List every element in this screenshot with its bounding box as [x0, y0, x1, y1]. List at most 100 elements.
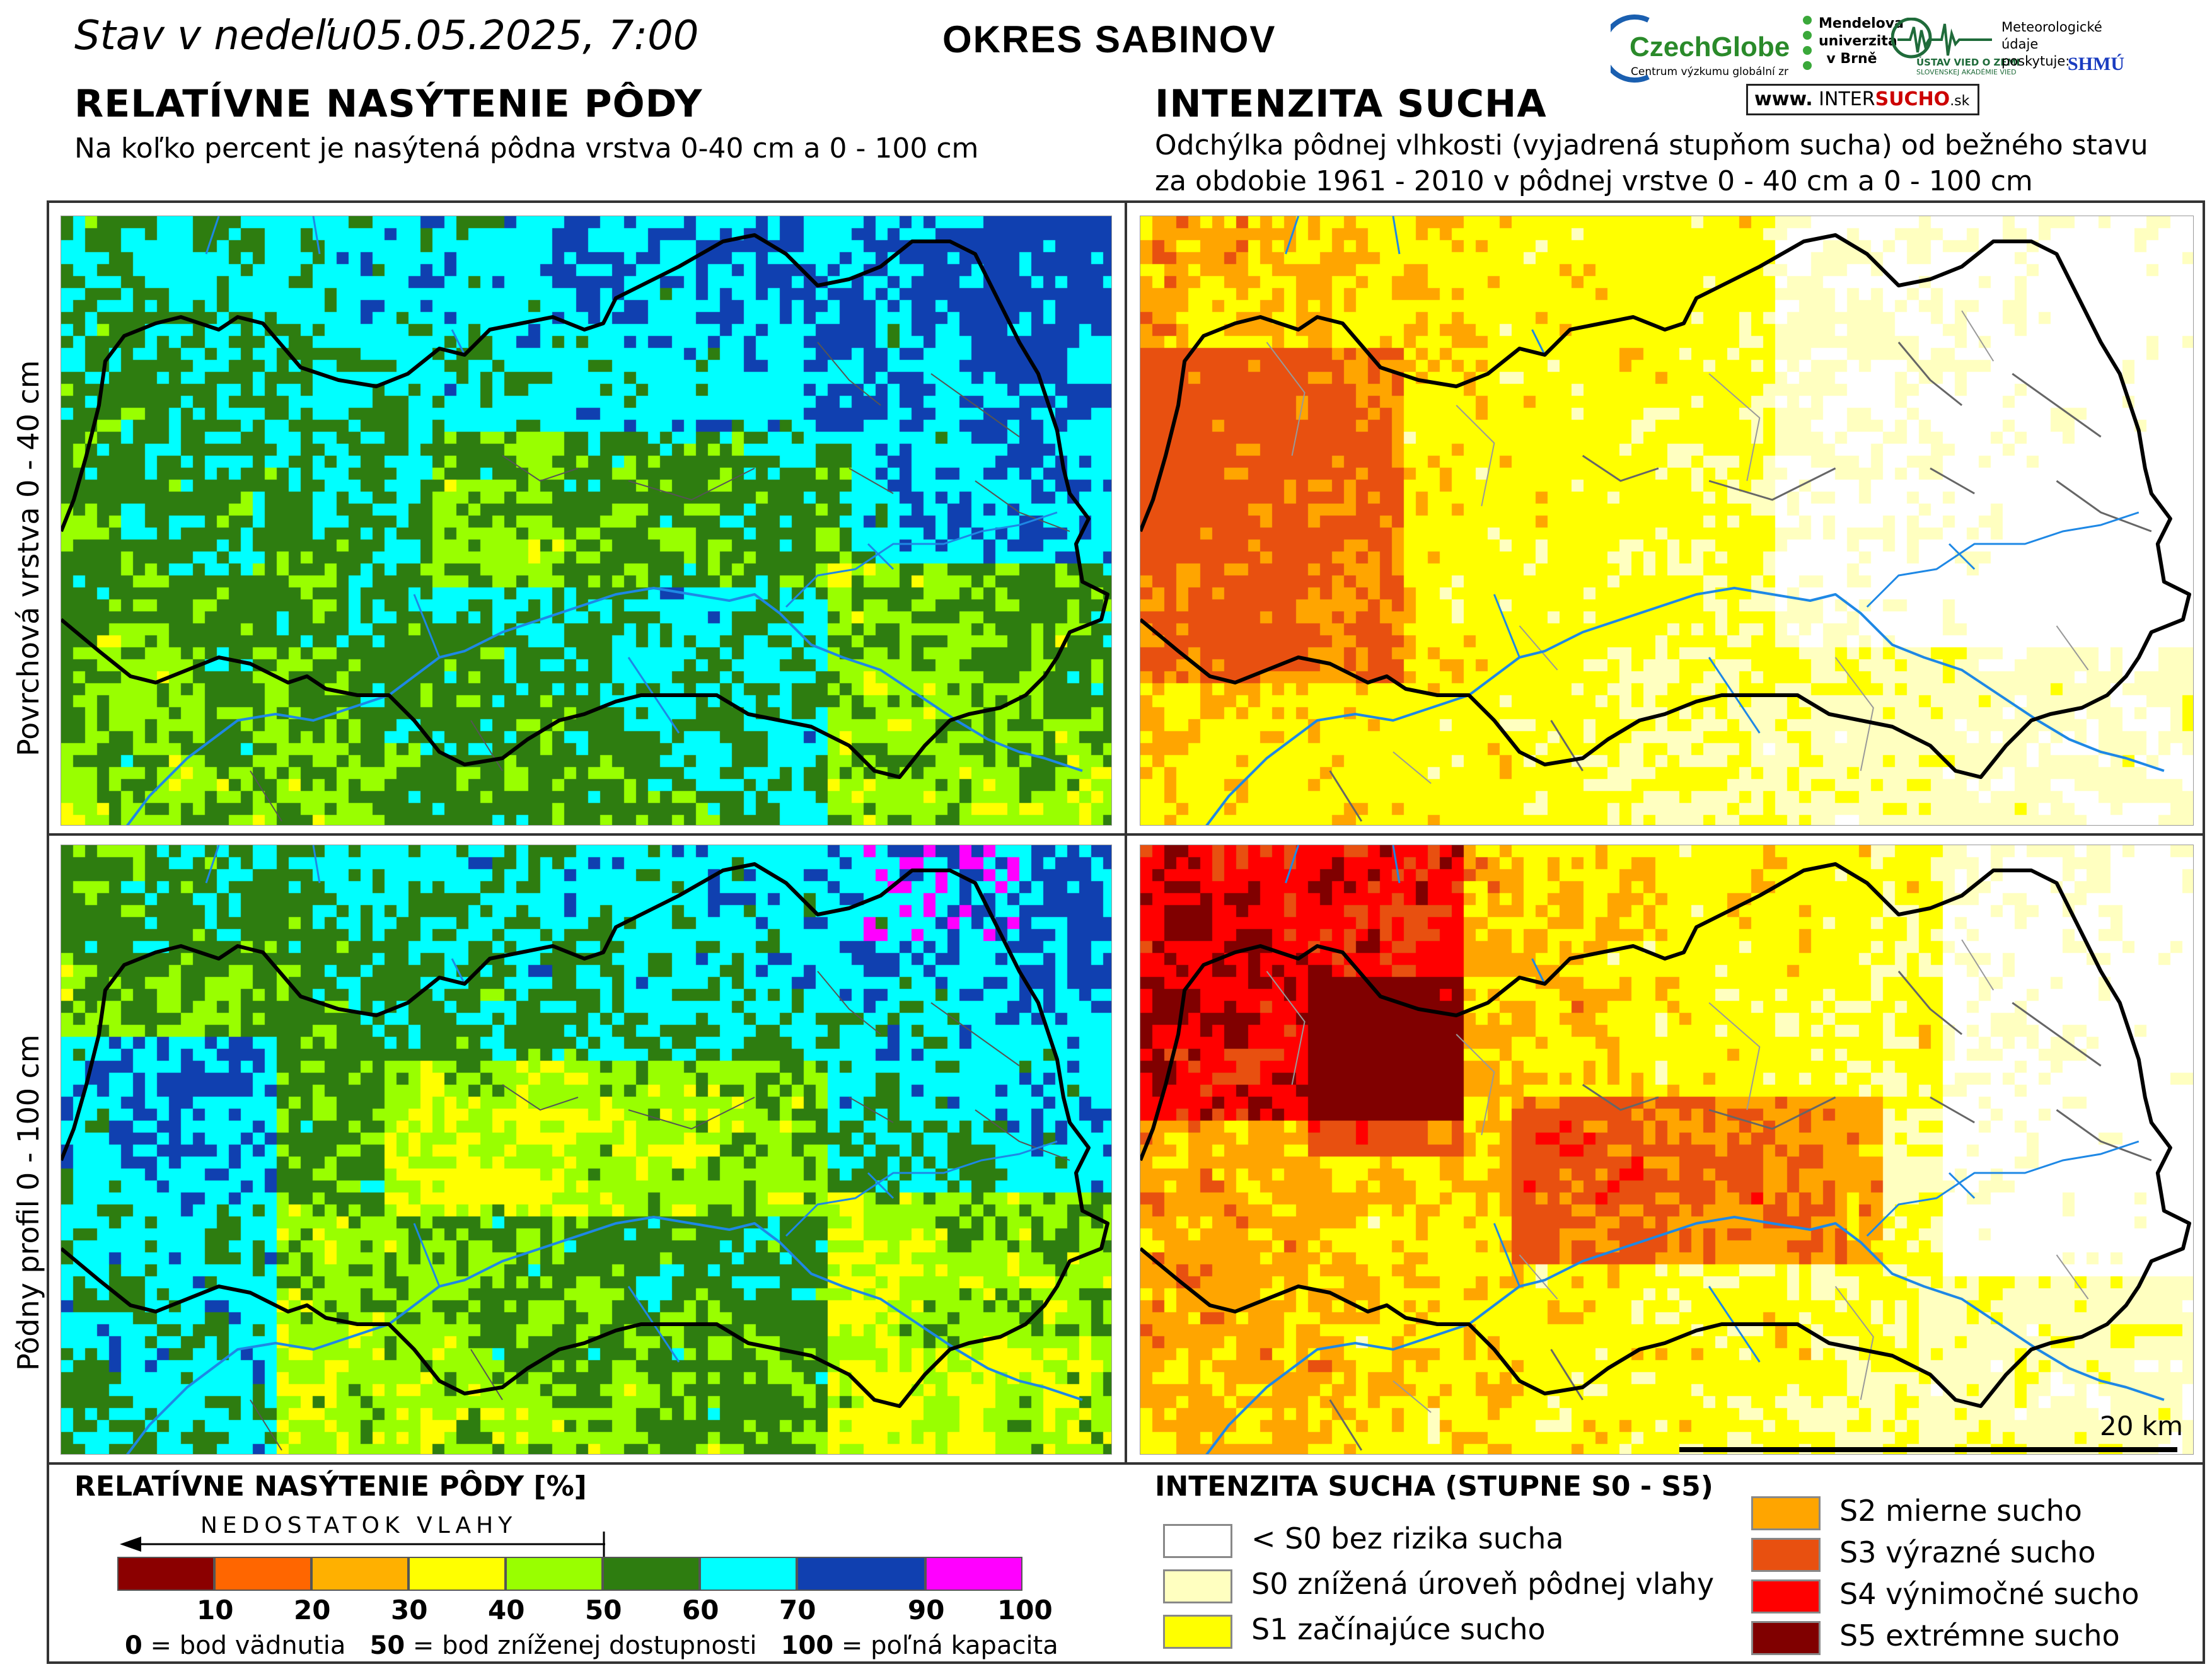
map-drought-profile[interactable]: 20 km [1140, 845, 2194, 1455]
uvz-sub: SLOVENSKEJ AKADÉMIE VIED [1916, 68, 2017, 76]
seismograph-icon [1891, 17, 1992, 59]
saturation-swatch [603, 1557, 700, 1591]
road-line [1329, 342, 2152, 822]
drought-class-label: S3 výrazné sucho [1839, 1535, 2096, 1569]
saturation-tick-label: 100 [997, 1595, 1053, 1625]
intersucho-logo[interactable]: www. INTERSUCHO.sk [1746, 84, 1979, 115]
scale-bar-label: 20 km [2100, 1411, 2184, 1441]
drought-class-label: S1 začínajúce sucho [1251, 1612, 1546, 1646]
legend-divider [47, 1462, 2205, 1465]
district-boundary [61, 862, 1109, 1408]
map-saturation-profile[interactable] [61, 845, 1112, 1455]
column-divider [1125, 200, 1127, 1464]
river-line [125, 1216, 1083, 1454]
saturation-tick-label: 10 [197, 1595, 234, 1625]
intersucho-main-b: SUCHO [1875, 88, 1950, 110]
arrow-label: NEDOSTATOK VLAHY [200, 1513, 518, 1538]
saturation-tick-label: 30 [391, 1595, 428, 1625]
district-boundary [1140, 233, 2191, 779]
left-arrow-icon [120, 1532, 605, 1557]
left-panel-title: RELATÍVNE NASÝTENIE PÔDY [74, 82, 703, 126]
drought-class-swatch [1751, 1579, 1821, 1613]
municipal-boundary [1266, 310, 2089, 784]
road-line [1329, 971, 2152, 1451]
river-line [1285, 216, 1976, 734]
river-line [205, 845, 895, 1363]
right-panel-subtitle-line1: Odchýlka pôdnej vlhkosti (vyjadrená stup… [1155, 129, 2148, 161]
left-panel-subtitle: Na koľko percent je nasýtená pôdna vrstv… [74, 132, 979, 165]
note-capacity-key: 100 [780, 1631, 834, 1660]
intersucho-prefix: www. [1754, 88, 1813, 110]
saturation-tick-label: 50 [585, 1595, 622, 1625]
drought-class-swatch [1163, 1569, 1232, 1603]
right-panel-title: INTENZITA SUCHA [1155, 82, 1547, 126]
district-title: OKRES SABINOV [942, 18, 1277, 61]
saturation-tick-label: 60 [682, 1595, 719, 1625]
saturation-swatch [214, 1557, 311, 1591]
date-value: 05.05.2025, 7:00 [351, 13, 699, 59]
note-reduced-text: = bod zníženej dostupnosti [405, 1631, 757, 1660]
river-line [125, 587, 1083, 825]
meteo-provider: Meteorologické údaje poskytuje: SHMÚ [2001, 19, 2134, 88]
river-line [785, 1140, 1058, 1237]
shmu-logo: SHMÚ [2068, 54, 2124, 74]
drought-class-label: < S0 bez rizika sucha [1251, 1521, 1564, 1556]
saturation-swatch [311, 1557, 408, 1591]
municipal-boundary [1266, 939, 2089, 1413]
saturation-swatch [925, 1557, 1022, 1591]
drought-legend-title: INTENZITA SUCHA (STUPNE S0 - S5) [1155, 1470, 1713, 1503]
road-line [250, 342, 1070, 822]
note-wilting-text: = bod vädnutia [142, 1631, 346, 1660]
date-prefix: Stav v nedeľu [74, 13, 352, 59]
date-line: Stav v nedeľu05.05.2025, 7:00 [74, 13, 699, 59]
scale-bar [1679, 1447, 2177, 1452]
mendelu-name: Mendelova univerzita v Brně [1819, 16, 1904, 67]
saturation-tick-label: 70 [779, 1595, 816, 1625]
drought-class-label: S4 výnimočné sucho [1839, 1577, 2140, 1611]
drought-class-label: S2 mierne sucho [1839, 1494, 2082, 1528]
right-panel-subtitle-line2: za obdobie 1961 - 2010 v pôdnej vrstve 0… [1155, 165, 2033, 197]
mendelu-logo: Mendelova univerzita v Brně [1800, 13, 1904, 82]
river-line [1866, 1140, 2140, 1237]
drought-class-label: S5 extrémne sucho [1839, 1619, 2120, 1653]
river-line [205, 216, 895, 734]
saturation-swatch [700, 1557, 797, 1591]
road-line [250, 971, 1070, 1451]
district-boundary [1140, 862, 2191, 1408]
row-divider [47, 833, 2205, 836]
map-drought-topsoil[interactable] [1140, 216, 2194, 826]
mendelu-dots-icon [1803, 16, 1812, 70]
czechglobe-logo: CzechGlobe Centrum výzkumu globální změn… [1601, 14, 1793, 83]
uvz-name: ÚSTAV VIED O ZEMI [1916, 57, 2020, 68]
saturation-swatch [506, 1557, 603, 1591]
river-line [1205, 587, 2165, 825]
map-saturation-topsoil[interactable] [61, 216, 1112, 826]
drought-class-swatch [1163, 1524, 1232, 1558]
row-label-top: Povrchová vrstva 0 - 40 cm [11, 360, 45, 756]
drought-class-label: S0 znížená úroveň pôdnej vlahy [1251, 1567, 1715, 1601]
district-boundary-overlay [61, 216, 1109, 825]
note-capacity-text: = poľná kapacita [833, 1631, 1058, 1660]
drought-class-swatch [1751, 1496, 1821, 1530]
drought-class-swatch [1751, 1621, 1821, 1655]
intersucho-suffix: .sk [1950, 93, 1970, 109]
row-label-bottom: Pôdny profil 0 - 100 cm [11, 1034, 45, 1371]
uvz-logo: ÚSTAV VIED O ZEMI SLOVENSKEJ AKADÉMIE VI… [1891, 17, 2020, 81]
river-line [785, 511, 1058, 608]
czechglobe-sub: Centrum výzkumu globální změny AV ČR, v.… [1631, 66, 1788, 78]
intersucho-main-a: INTER [1819, 88, 1875, 110]
saturation-notes: 0 = bod vädnutia 50 = bod zníženej dostu… [125, 1631, 1058, 1660]
district-boundary-overlay [1140, 216, 2191, 825]
drought-class-swatch [1163, 1615, 1232, 1649]
saturation-legend-title: RELATÍVNE NASÝTENIE PÔDY [%] [74, 1470, 587, 1503]
district-boundary [61, 233, 1109, 779]
saturation-swatch [408, 1557, 506, 1591]
saturation-swatch [797, 1557, 925, 1591]
district-boundary-overlay [61, 845, 1109, 1454]
saturation-tick-label: 40 [488, 1595, 525, 1625]
river-line [1285, 845, 1976, 1363]
saturation-tick-label: 90 [908, 1595, 945, 1625]
river-line [1866, 511, 2140, 608]
district-boundary-overlay [1140, 845, 2191, 1454]
saturation-tick-label: 20 [294, 1595, 331, 1625]
